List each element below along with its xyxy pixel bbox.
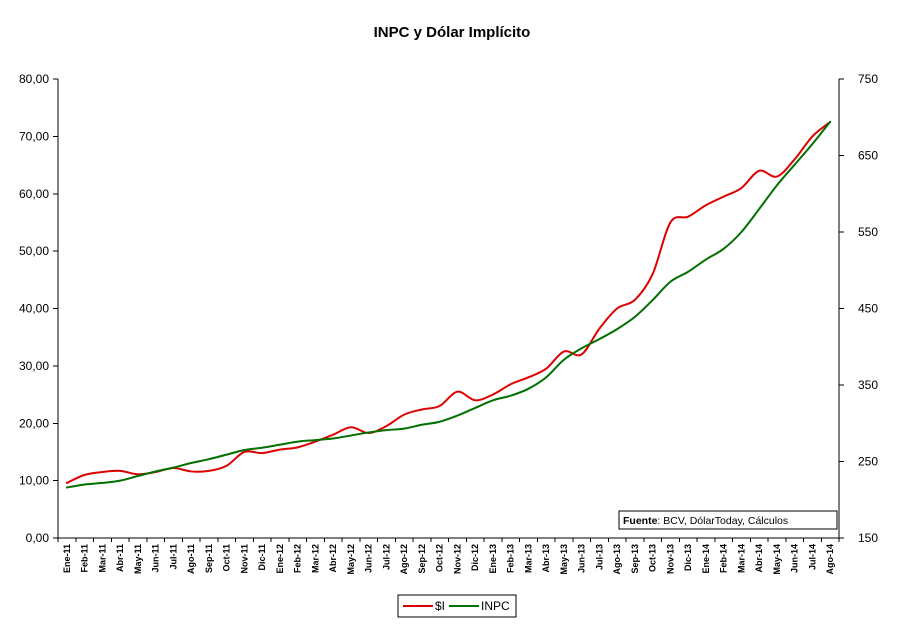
x-tick-label: Oct-12 <box>435 544 445 572</box>
legend-label-dollar: $I <box>435 599 445 613</box>
x-tick-label: Jun-11 <box>151 544 161 573</box>
x-tick-label: Mar-13 <box>523 544 533 573</box>
right-tick-label: 550 <box>858 225 878 239</box>
right-tick-label: 750 <box>858 72 878 86</box>
x-tick-label: Abr-12 <box>328 544 338 573</box>
x-tick-label: Jun-13 <box>577 544 587 573</box>
legend-label-inpc: INPC <box>481 599 510 613</box>
x-tick-label: May-13 <box>559 544 569 575</box>
chart-title: INPC y Dólar Implícito <box>374 24 531 41</box>
series-line-inpc <box>65 120 832 489</box>
x-tick-label: Jul-11 <box>168 544 178 570</box>
legend: $I INPC <box>397 594 517 618</box>
x-tick-label: Abr-14 <box>754 544 764 573</box>
right-axis-ticks: 150 250 350 450 550 650 750 <box>839 72 878 545</box>
x-tick-label: Abr-11 <box>115 544 125 572</box>
x-tick-label: Oct-13 <box>648 544 658 572</box>
x-tick-label: Jul-12 <box>381 544 391 570</box>
left-tick-label: 30,00 <box>19 359 49 373</box>
x-tick-label: Nov-12 <box>452 544 462 574</box>
left-tick-label: 20,00 <box>19 416 49 430</box>
x-tick-label: Jun-14 <box>790 544 800 573</box>
x-tick-label: Nov-11 <box>239 544 249 574</box>
right-tick-label: 650 <box>858 149 878 163</box>
x-tick-label: Dic-11 <box>257 544 267 571</box>
x-tick-label: May-14 <box>772 544 782 575</box>
left-tick-label: 50,00 <box>19 244 49 258</box>
source-note-label: Fuente <box>623 515 658 527</box>
x-tick-label: Ene-14 <box>701 544 711 574</box>
x-tick-label: Sep-13 <box>630 544 640 574</box>
x-tick-label: Mar-12 <box>310 544 320 573</box>
left-tick-label: 40,00 <box>19 302 49 316</box>
left-axis-ticks: 0,00 10,00 20,00 30,00 40,00 50,00 60,00 70,00 8… <box>19 72 58 545</box>
x-tick-label: Jul-14 <box>807 544 817 570</box>
x-axis-ticks: Ene-11 Feb-11 Mar-11 Abr-11 May-11 Jun-11 Jul-… <box>57 538 840 575</box>
x-tick-label: Feb-13 <box>506 544 516 573</box>
x-tick-label: Ene-12 <box>275 544 285 574</box>
x-tick-label: Sep-11 <box>204 544 214 573</box>
x-tick-label: Nov-13 <box>665 544 675 574</box>
x-tick-label: Dic-12 <box>470 544 480 571</box>
x-tick-label: Oct-11 <box>222 544 232 572</box>
left-tick-label: 10,00 <box>19 474 49 488</box>
x-tick-label: Ene-11 <box>62 544 72 573</box>
series-lines <box>65 120 832 489</box>
x-tick-label: Jul-13 <box>594 544 604 570</box>
source-note-body: : BCV, DólarToday, Cálculos <box>657 515 788 527</box>
x-tick-label: Mar-11 <box>97 544 107 573</box>
x-tick-label: Abr-13 <box>541 544 551 573</box>
x-tick-label: Dic-13 <box>683 544 693 571</box>
left-tick-label: 80,00 <box>19 72 49 86</box>
right-tick-label: 150 <box>858 531 878 545</box>
left-tick-label: 0,00 <box>26 531 50 545</box>
right-tick-label: 450 <box>858 302 878 316</box>
left-tick-label: 70,00 <box>19 129 49 143</box>
right-tick-label: 250 <box>858 455 878 469</box>
source-note-text: Fuente: BCV, DólarToday, Cálculos <box>623 515 788 527</box>
x-tick-label: Feb-12 <box>293 544 303 573</box>
chart-axes <box>57 79 840 539</box>
x-tick-label: Ago-14 <box>825 544 835 575</box>
right-tick-label: 350 <box>858 378 878 392</box>
x-tick-label: Feb-14 <box>719 544 729 573</box>
x-tick-label: Ago-13 <box>612 544 622 575</box>
left-tick-label: 60,00 <box>19 187 49 201</box>
x-tick-label: Ene-13 <box>488 544 498 574</box>
series-line-dollar <box>65 121 832 484</box>
x-tick-label: Ago-12 <box>399 544 409 575</box>
x-tick-label: Mar-14 <box>736 544 746 573</box>
x-tick-label: Feb-11 <box>80 544 90 573</box>
x-tick-label: May-11 <box>133 544 143 574</box>
x-tick-label: May-12 <box>346 544 356 575</box>
source-note: Fuente: BCV, DólarToday, Cálculos <box>618 510 838 530</box>
source-note-box <box>618 510 838 530</box>
x-tick-label: Jun-12 <box>364 544 374 573</box>
x-tick-label: Ago-11 <box>186 544 196 574</box>
x-tick-label: Sep-12 <box>417 544 427 574</box>
